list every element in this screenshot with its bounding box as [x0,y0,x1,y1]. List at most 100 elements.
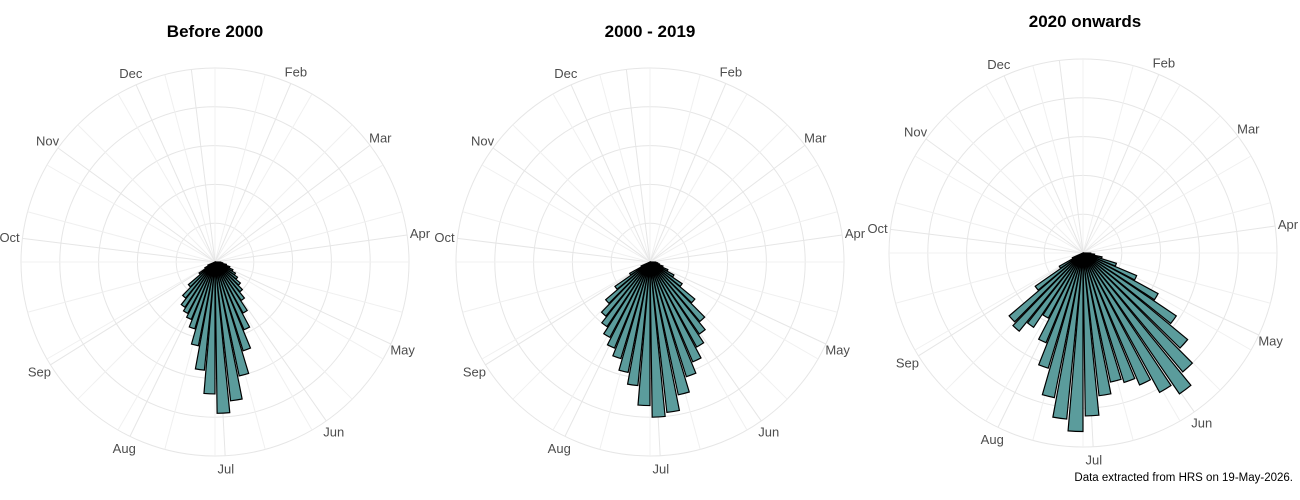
polar-chart-2020-onwards: Feb Mar Apr May Jun Jul Aug Sep Oct Nov Dec [867,55,1299,468]
panel-title: 2000 - 2019 [604,22,696,41]
polar-bar [606,261,651,349]
grid-spoke [552,93,651,263]
polar-bar [1082,252,1172,394]
polar-bar [649,261,681,414]
polar-bar [1082,252,1159,301]
polar-bar [600,261,651,328]
month-label-apr: Apr [410,226,431,241]
grid-spoke [649,74,701,263]
month-spoke-sep [918,252,1084,357]
grid-spoke [214,124,353,263]
month-label-dec: Dec [554,66,578,81]
month-label-mar: Mar [1237,121,1260,136]
polar-bars [1008,252,1194,433]
month-spoke-nov [925,138,1084,254]
grid-spoke [1082,155,1252,254]
polar-chart-before-2000: Feb Mar Apr May Jun Jul Aug Sep Oct Nov Dec [0,64,431,476]
month-label-feb: Feb [720,64,742,79]
grid-spoke [985,84,1084,254]
month-spoke-feb [649,83,727,263]
polar-panel-2020-onwards: 2020 onwards Feb Mar Apr May Jun Jul Aug Sep Oct… [867,0,1300,480]
month-label-feb: Feb [285,64,307,79]
month-spoke-dec [570,84,651,263]
month-label-aug: Aug [548,441,571,456]
month-spoke-oct [22,237,216,263]
polar-grid: Feb Mar Apr May Jun Jul Aug Sep Oct Nov Dec [0,64,431,476]
polar-bar [649,261,705,348]
polar-bar [649,261,666,418]
polar-bar [1052,252,1084,420]
grid-spoke [649,124,788,263]
grid-spoke [462,211,651,263]
grid-spoke [1082,65,1134,254]
polar-bar [1067,252,1084,433]
grid-spoke [27,261,216,313]
grid-spoke [512,124,651,263]
grid-spoke [481,261,651,360]
month-label-sep: Sep [896,356,919,371]
grid-spoke [117,93,216,263]
month-spoke-apr [1082,225,1276,254]
polar-bar [1008,252,1084,323]
grid-spoke [214,164,384,263]
grid-spoke [1082,202,1271,254]
grid-spoke [214,93,313,263]
grid-spoke [649,261,819,360]
month-spoke-nov [57,147,216,263]
grid-spoke [649,261,838,313]
month-spoke-oct [457,237,651,263]
grid-spoke [462,261,651,313]
month-spoke-jan [190,69,216,263]
month-spoke-mar [214,144,371,263]
polar-bar [649,261,707,335]
polar-bar [1037,252,1084,344]
panel-title: Before 2000 [166,22,264,41]
polar-bar [1041,252,1084,399]
month-label-oct: Oct [434,230,455,245]
polar-bar [640,261,651,268]
grid-spoke [1082,115,1221,254]
month-label-aug: Aug [981,432,1004,447]
month-spoke-jan [1058,60,1084,254]
polar-bar [214,261,252,352]
month-spoke-sep [485,261,651,366]
grid-spoke [914,155,1084,254]
grid-spoke [649,93,748,263]
grid-spoke [164,74,216,263]
polar-bar [1082,252,1122,383]
month-label-jul: Jul [653,462,670,477]
grid-spoke [27,211,216,263]
month-label-may: May [825,342,850,357]
polar-bar [181,261,216,299]
polar-bar [180,261,216,309]
grid-spoke [481,164,651,263]
month-spoke-feb [214,83,292,263]
month-label-may: May [390,342,415,357]
month-label-jul: Jul [1086,453,1103,468]
month-label-nov: Nov [471,133,495,148]
grid-spoke [895,202,1084,254]
month-label-jul: Jul [218,462,235,477]
polar-bar [649,261,697,378]
polar-bar [214,261,246,302]
grid-spoke [599,74,651,263]
month-spoke-sep [50,261,216,366]
polar-bar [214,261,249,314]
polar-bar [1082,252,1189,349]
month-spoke-nov [492,147,651,263]
grid-spoke [46,164,216,263]
month-spoke-mar [649,144,806,263]
polar-bar [649,261,690,396]
month-label-oct: Oct [867,221,888,236]
month-label-may: May [1258,333,1283,348]
grid-spoke [649,164,819,263]
polar-bars [180,261,252,414]
month-label-aug: Aug [113,441,136,456]
polar-bar [214,261,250,377]
polar-bar [214,261,243,402]
grid-spoke [1032,65,1084,254]
month-spoke-apr [214,234,408,263]
polar-bar [614,261,651,291]
month-label-apr: Apr [1278,217,1299,232]
data-source-caption: Data extracted from HRS on 19-May-2026. [1074,472,1293,484]
